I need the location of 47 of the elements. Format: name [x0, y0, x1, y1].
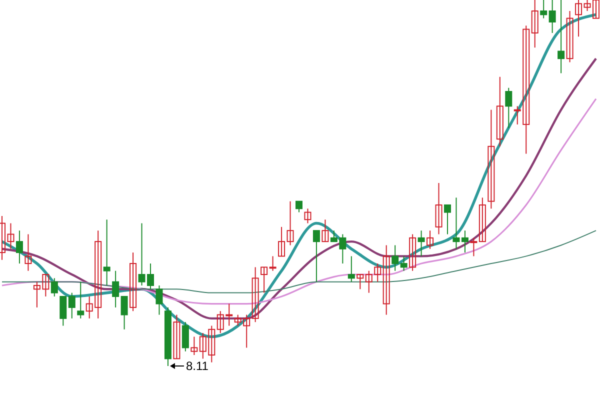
candlestick — [426, 230, 434, 250]
candlestick — [312, 230, 320, 282]
candlestick — [531, 0, 538, 48]
candlestick — [540, 0, 548, 19]
candlestick — [173, 314, 180, 360]
candlestick — [304, 208, 312, 224]
candlestick — [68, 292, 76, 319]
candlestick — [120, 296, 128, 330]
candlestick — [252, 266, 259, 323]
candlestick — [496, 76, 504, 147]
candlestick — [409, 234, 416, 272]
candlestick — [400, 256, 408, 272]
candlestick — [435, 182, 442, 235]
candlestick — [77, 281, 84, 319]
candlestick — [348, 256, 355, 282]
candlestick — [575, 0, 582, 38]
candlestick — [269, 256, 276, 272]
candlestick — [50, 278, 58, 297]
candlestick — [356, 274, 364, 290]
candlestick — [505, 87, 512, 129]
candlestick — [392, 244, 399, 272]
candlestick — [558, 0, 565, 74]
candlestick — [156, 284, 163, 316]
candlestick — [182, 322, 189, 352]
candlestick — [112, 270, 120, 308]
candlestick — [16, 230, 23, 264]
candlestick — [296, 200, 302, 213]
candlestick — [418, 230, 425, 257]
candlestick — [461, 230, 468, 254]
candlestick — [260, 266, 268, 294]
candlestick — [60, 296, 67, 326]
candlestick — [382, 244, 390, 316]
candlestick — [566, 10, 574, 63]
candlestick — [478, 197, 486, 242]
candlestick — [444, 204, 451, 235]
candlestick — [322, 219, 329, 242]
candlestick — [190, 336, 198, 356]
candlestick — [286, 200, 294, 246]
candlestick — [548, 0, 556, 34]
candlestick — [130, 252, 137, 312]
candlestick — [24, 234, 32, 272]
candlestick — [278, 226, 286, 257]
candlestick — [488, 109, 495, 210]
candlestick — [103, 219, 110, 286]
annotation: 8.11 — [186, 359, 209, 373]
candlestick — [470, 237, 478, 257]
candlestick — [452, 197, 460, 250]
